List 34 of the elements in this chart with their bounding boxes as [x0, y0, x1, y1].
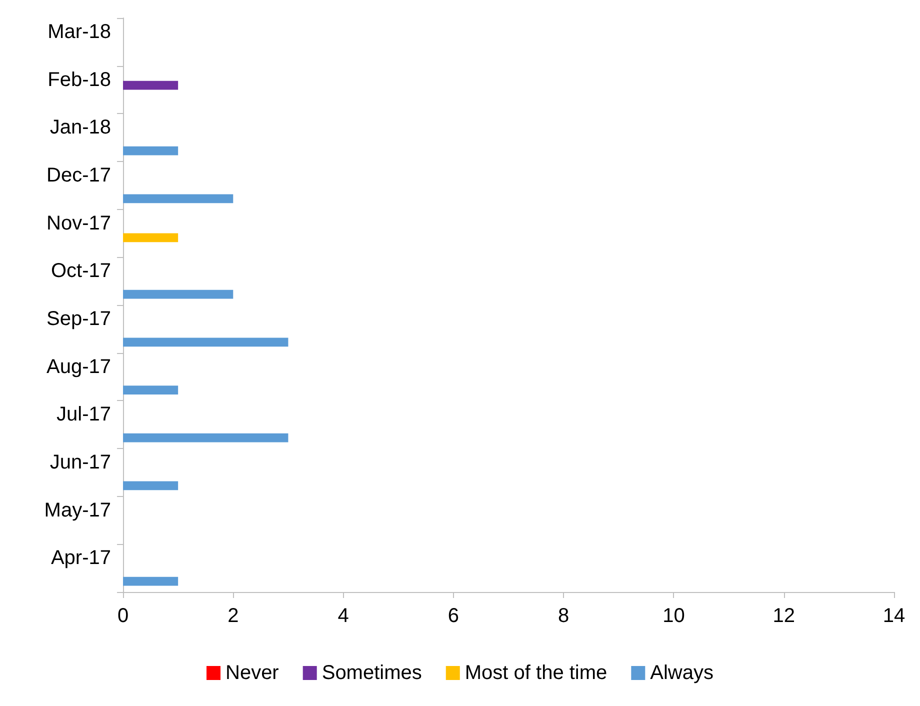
bar: [123, 433, 288, 442]
y-tick-label: Apr-17: [50, 547, 111, 570]
x-tick-label: 12: [772, 605, 795, 627]
y-tick-label: Feb-18: [48, 68, 111, 91]
bar: [123, 576, 178, 586]
y-tick-label: Mar-18: [48, 20, 111, 43]
y-tick-label: Jan-18: [50, 116, 111, 139]
x-tick-label: 6: [448, 605, 459, 627]
legend-label: Never: [226, 662, 280, 684]
x-tick-label: 10: [662, 605, 685, 627]
y-tick-label: Sep-17: [46, 308, 111, 330]
legend-label: Always: [650, 662, 714, 684]
x-tick-label: 2: [228, 605, 239, 627]
y-tick-label: May-17: [44, 499, 111, 522]
bar: [123, 481, 178, 490]
x-tick-label: 0: [117, 605, 129, 627]
y-tick-label: Nov-17: [46, 212, 111, 234]
x-tick-label: 8: [558, 605, 570, 627]
y-tick-label: Dec-17: [46, 164, 111, 186]
legend-label: Sometimes: [322, 662, 422, 684]
y-tick-label: Jul-17: [56, 404, 111, 426]
bar: [123, 146, 178, 156]
y-tick-label: Jun-17: [50, 451, 111, 474]
x-tick-label: 14: [882, 605, 906, 627]
x-tick-label: 4: [338, 605, 349, 627]
bar: [123, 290, 234, 299]
bar: [123, 80, 178, 90]
bar: [123, 386, 178, 394]
y-tick-label: Aug-17: [46, 356, 111, 378]
legend-label: Most of the time: [464, 662, 608, 684]
bar: [123, 194, 234, 204]
y-tick-label: Oct-17: [50, 260, 111, 282]
bar: [123, 233, 178, 242]
bar: [123, 338, 288, 347]
